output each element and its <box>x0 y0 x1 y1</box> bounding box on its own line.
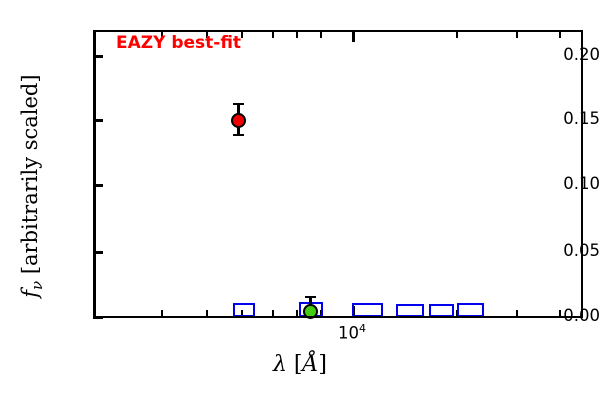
x-tick-top-major-1e4 <box>352 30 355 42</box>
y-tick-label-0.10: 0.10 <box>516 175 600 193</box>
x-tick-label-1e4: 104 <box>312 323 392 342</box>
x-tick-minor-5 <box>296 310 298 318</box>
x-tick-top-minor-5 <box>296 30 298 38</box>
y-tick-label-0.15: 0.15 <box>516 110 600 128</box>
x-tick-minor-3 <box>241 310 243 318</box>
y-axis-title-symbol: f <box>17 289 42 298</box>
x-tick-top-minor-4 <box>272 30 274 38</box>
x-axis-title-symbol: λ <box>272 352 287 377</box>
observed-point-green <box>303 304 318 319</box>
x-axis-title-unit: Å <box>302 352 319 377</box>
x-tick-minor-9 <box>559 310 561 318</box>
left-spine <box>93 30 96 318</box>
x-tick-minor-1 <box>161 310 163 318</box>
y-tick-0.05 <box>93 251 103 254</box>
y-tick-0.15 <box>93 119 103 122</box>
right-spine <box>580 30 583 318</box>
y-tick-label-0.05: 0.05 <box>516 242 600 260</box>
y-tick-0.10 <box>93 184 103 187</box>
green-errorbar-cap-top <box>305 296 316 299</box>
y-tick-0.20 <box>93 55 103 58</box>
plot-frame <box>93 30 583 318</box>
x-tick-top-minor-1 <box>161 30 163 38</box>
x-tick-top-minor-6 <box>320 30 322 38</box>
x-tick-minor-4 <box>272 310 274 318</box>
x-tick-minor-2 <box>206 310 208 318</box>
y-axis-title: fν [arbitrarily scaled] <box>17 74 47 298</box>
x-tick-top-minor-3 <box>241 30 243 38</box>
x-tick-top-minor-7 <box>456 30 458 38</box>
x-tick-minor-8 <box>516 310 518 318</box>
red-errorbar-cap-top <box>233 103 244 106</box>
observed-point-red <box>231 113 246 128</box>
eazy-best-fit-label: EAZY best-fit <box>116 33 242 53</box>
x-tick-label-exponent: 4 <box>359 322 366 335</box>
x-tick-label-mantissa: 10 <box>338 323 359 343</box>
x-axis-title: λ [Å] <box>272 352 327 377</box>
y-axis-title-subscript: ν <box>28 280 47 290</box>
y-tick-label-0.20: 0.20 <box>516 46 600 64</box>
x-tick-top-minor-8 <box>516 30 518 38</box>
red-errorbar-cap-bottom <box>233 134 244 137</box>
bottom-spine <box>93 315 583 318</box>
x-tick-top-minor-2 <box>206 30 208 38</box>
x-tick-top-minor-9 <box>559 30 561 38</box>
